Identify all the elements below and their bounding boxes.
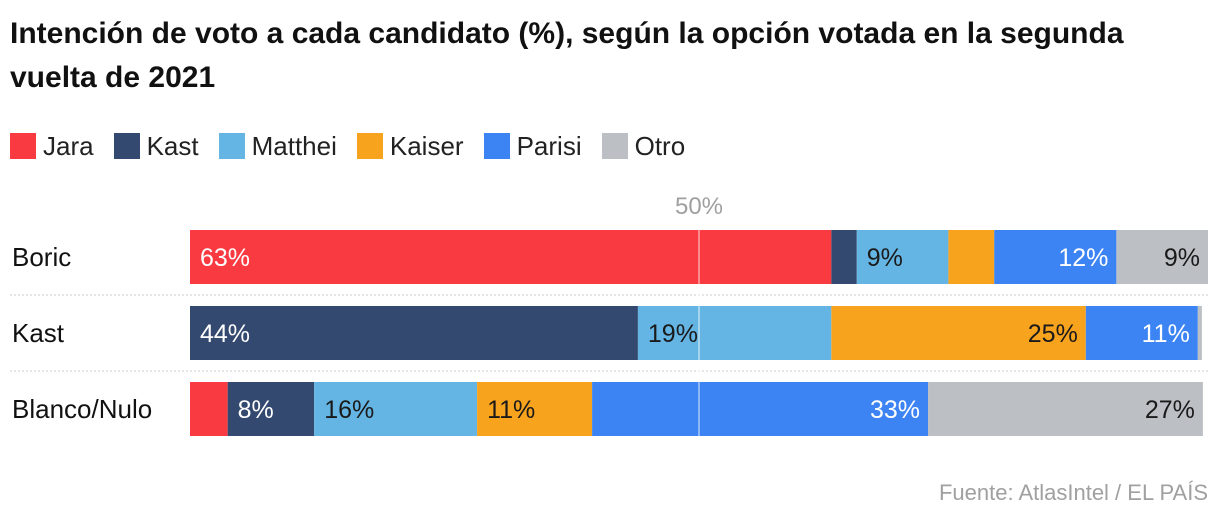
- data-label: 44%: [200, 320, 250, 348]
- legend-label: Kast: [146, 130, 199, 161]
- bar-segment-parisi: [1085, 306, 1198, 360]
- data-label: 9%: [1164, 244, 1200, 272]
- bar-segment-otro: [1197, 306, 1202, 360]
- blue-square-swatch: [483, 133, 510, 159]
- legend-item-kaiser: Kaiser: [356, 130, 464, 162]
- row-label: Kast: [12, 318, 65, 348]
- legend: Jara Kast Matthei Kaiser Parisi Otro: [10, 128, 705, 164]
- legend-label: Matthei: [251, 130, 337, 161]
- chart-title: Intención de voto a cada candidato (%), …: [10, 17, 1124, 94]
- gray-square-swatch: [601, 133, 628, 159]
- bar-segment-jara: [190, 382, 228, 436]
- stacked-bar-chart: Boric 63% 9% 12% 9% Kast 44% 19% 25% 11% Blanco/Nu…: [10, 193, 1210, 436]
- bar-segment-kaiser: [477, 382, 593, 436]
- data-label: 27%: [1145, 396, 1195, 424]
- bar-segment-parisi: [994, 230, 1117, 284]
- reference-line-label: 50%: [675, 193, 723, 220]
- bar-segment-matthei: [856, 230, 949, 284]
- legend-item-kast: Kast: [113, 130, 199, 162]
- source-note: Fuente: AtlasIntel / EL PAÍS: [938, 480, 1208, 505]
- bar-segment-jara: [190, 230, 832, 284]
- light-blue-square-swatch: [218, 133, 245, 159]
- data-label: 12%: [1058, 244, 1108, 272]
- legend-label: Otro: [634, 130, 686, 161]
- legend-item-matthei: Matthei: [218, 130, 337, 162]
- row-label: Blanco/Nulo: [12, 394, 152, 424]
- bar-segment-otro: [1116, 230, 1208, 284]
- data-label: 8%: [238, 396, 274, 424]
- legend-label: Kaiser: [389, 130, 464, 161]
- bar-segment-kast: [227, 382, 315, 436]
- data-label: 16%: [324, 396, 374, 424]
- data-label: 63%: [200, 244, 250, 272]
- legend-label: Jara: [43, 130, 94, 161]
- bar-segment-otro: [928, 382, 1203, 436]
- data-label: 11%: [487, 396, 535, 424]
- bar-segment-matthei: [314, 382, 478, 436]
- legend-item-otro: Otro: [601, 130, 686, 162]
- row-label: Boric: [12, 242, 71, 272]
- legend-item-parisi: Parisi: [483, 130, 582, 162]
- legend-item-jara: Jara: [10, 131, 94, 162]
- data-label: 25%: [1028, 320, 1078, 348]
- navy-square-swatch: [113, 133, 140, 159]
- legend-label: Parisi: [516, 130, 582, 161]
- data-label: 19%: [648, 320, 698, 348]
- bar-segment-kaiser: [831, 306, 1086, 360]
- data-label: 9%: [867, 244, 903, 272]
- bar-segment-kaiser: [948, 230, 995, 284]
- bar-segment-parisi: [592, 382, 929, 436]
- bar-segment-kast: [190, 306, 638, 360]
- data-label: 33%: [870, 396, 920, 424]
- orange-square-swatch: [356, 133, 383, 159]
- data-label: 11%: [1142, 320, 1190, 348]
- red-square-swatch: [10, 133, 36, 159]
- bar-segment-kast: [831, 230, 857, 284]
- bar-segment-matthei: [637, 306, 832, 360]
